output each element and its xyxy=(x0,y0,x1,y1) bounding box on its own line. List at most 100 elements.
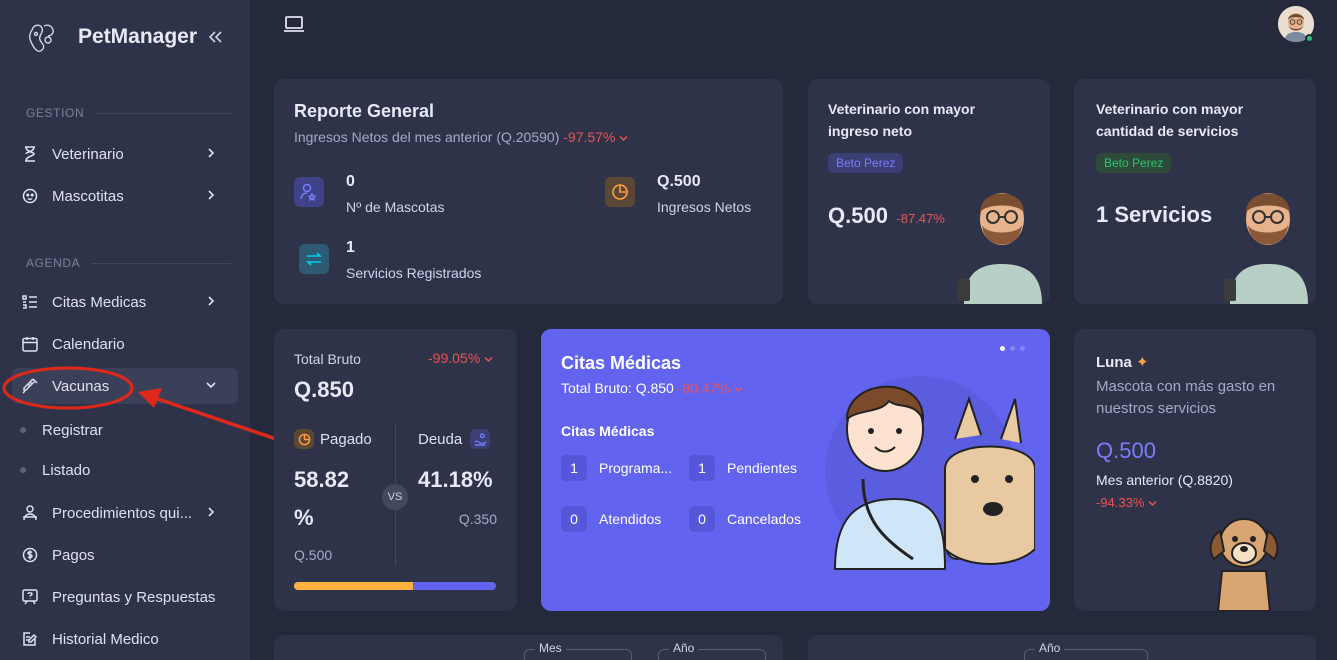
total-bruto-value: Q.850 xyxy=(294,377,354,402)
sidebar-item-procedimientos[interactable]: Procedimientos qui... xyxy=(12,495,238,531)
pets-stat-icon xyxy=(294,177,324,207)
mascota-top-card: Luna ✦ Mascota con más gasto en nuestros… xyxy=(1074,329,1316,611)
bullet-icon xyxy=(20,467,26,473)
citas-total-row: Total Bruto: Q.850 -90.47% xyxy=(561,380,743,396)
mes-select[interactable]: Mes xyxy=(524,641,632,660)
sidebar-subitem-label: Registrar xyxy=(42,421,103,439)
anio-select-left[interactable]: Año xyxy=(658,641,766,660)
citas-row-1: 1 Programa... 1 Pendientes xyxy=(561,455,797,481)
sidebar-item-label: Pagos xyxy=(52,546,95,564)
total-bruto-change-row: -99.05% xyxy=(428,350,493,366)
sidebar-item-vacunas[interactable]: Vacunas xyxy=(12,368,238,404)
collapse-sidebar-button[interactable] xyxy=(207,28,223,49)
reporte-general-card: Reporte General Ingresos Netos del mes a… xyxy=(274,79,783,304)
citas-total-label: Total Bruto: Q.850 xyxy=(561,380,674,396)
servicios-label: Servicios Registrados xyxy=(346,265,482,281)
vet-ingreso-value: Q.500 xyxy=(828,203,888,228)
reporte-subtitle: Ingresos Netos del mes anterior (Q.20590… xyxy=(294,129,560,145)
mascota-desc-2: nuestros servicios xyxy=(1096,400,1217,417)
coin-icon xyxy=(22,547,38,563)
chevron-down-icon xyxy=(1148,500,1157,507)
sidebar-item-veterinario[interactable]: Veterinario xyxy=(12,136,238,172)
arrows-swap-icon xyxy=(306,252,322,266)
payment-progress-bar xyxy=(294,582,496,590)
question-box-icon xyxy=(22,589,38,605)
sidebar-item-label: Historial Medico xyxy=(52,630,159,648)
sidebar-item-label: Procedimientos qui... xyxy=(52,504,193,522)
vet-servicios-value: 1 Servicios xyxy=(1096,202,1213,227)
deuda-amount: Q.350 xyxy=(458,511,497,527)
pagado-percent: 58.82 xyxy=(294,467,350,492)
programadas-label: Programa... xyxy=(599,460,673,476)
sidebar-item-calendario[interactable]: Calendario xyxy=(12,326,238,362)
chevron-right-icon xyxy=(208,190,215,200)
chevron-down-icon xyxy=(484,356,493,363)
vet-servicios-title-1: Veterinario con mayor xyxy=(1096,101,1244,117)
deuda-header: Deuda xyxy=(418,429,491,449)
total-bruto-card: Total Bruto -99.05% Q.850 Pagado 58.82 %… xyxy=(274,329,517,611)
deuda-percent: 41.18% xyxy=(418,467,493,492)
monitor-icon[interactable] xyxy=(284,16,304,32)
calendar-icon xyxy=(22,337,38,352)
vet-servicios-title-2: cantidad de servicios xyxy=(1096,123,1239,139)
list-numbers-icon xyxy=(22,295,37,309)
dog-illustration xyxy=(1209,518,1279,611)
chevron-down-icon xyxy=(619,135,628,142)
ingresos-value: Q.500 xyxy=(657,173,701,190)
reporte-title: Reporte General xyxy=(294,101,435,121)
sidebar-item-historial[interactable]: Historial Medico xyxy=(12,621,238,657)
mascota-desc-1: Mascota con más gasto en xyxy=(1096,378,1276,395)
carousel-dot[interactable] xyxy=(1020,346,1025,351)
sidebar-item-pagos[interactable]: Pagos xyxy=(12,537,238,573)
mascota-value: Q.500 xyxy=(1096,438,1156,463)
surgery-icon xyxy=(23,505,37,521)
user-avatar[interactable] xyxy=(1278,6,1314,42)
sidebar-subitem-registrar[interactable]: Registrar xyxy=(20,413,240,447)
party-popper-icon: ✦ xyxy=(1136,354,1149,371)
atendidos-count: 0 xyxy=(561,506,587,532)
pet-face-icon xyxy=(22,188,38,204)
sidebar-item-label: Vacunas xyxy=(52,377,110,395)
bottom-card-left: Mes Año xyxy=(274,635,783,660)
mascota-change-row: -94.33% xyxy=(1096,495,1157,510)
chevron-down-icon xyxy=(734,386,743,393)
citas-title: Citas Médicas xyxy=(561,353,682,373)
payment-progress-fill xyxy=(294,582,413,590)
brand[interactable]: PetManager xyxy=(24,20,197,54)
anio-select-label: Año xyxy=(669,641,699,655)
servicios-stat-icon xyxy=(299,244,329,274)
sidebar-item-citas-medicas[interactable]: Citas Medicas xyxy=(12,284,238,320)
bottom-card-right: Año xyxy=(808,635,1316,660)
sidebar-item-label: Mascotitas xyxy=(52,187,124,205)
sidebar-subitem-listado[interactable]: Listado xyxy=(20,453,240,487)
carousel-dot-active[interactable] xyxy=(1000,346,1005,351)
atendidos-label: Atendidos xyxy=(599,511,662,527)
hourglass-icon xyxy=(25,146,35,162)
sidebar-item-label: Calendario xyxy=(52,335,125,353)
syringe-icon xyxy=(22,378,38,394)
double-chevron-left-icon xyxy=(208,31,222,43)
pendientes-count: 1 xyxy=(689,455,715,481)
anio-select-right[interactable]: Año xyxy=(1024,641,1148,660)
app-name: PetManager xyxy=(78,25,198,48)
sidebar-item-preguntas[interactable]: Preguntas y Respuestas xyxy=(12,579,238,615)
mascotas-value: 0 xyxy=(346,173,355,190)
sidebar-item-mascotitas[interactable]: Mascotitas xyxy=(12,178,238,214)
carousel-indicators[interactable] xyxy=(1000,346,1025,351)
pendientes-label: Pendientes xyxy=(727,460,798,476)
carousel-dot[interactable] xyxy=(1010,346,1015,351)
vet-ingreso-value-row: Q.500 -87.47% xyxy=(828,203,945,229)
total-bruto-change: -99.05% xyxy=(428,350,481,366)
mascota-name-row: Luna ✦ xyxy=(1096,353,1149,371)
vet-ingreso-title-2: ingreso neto xyxy=(828,123,913,139)
veterinarian-illustration xyxy=(1224,193,1308,304)
edit-document-icon xyxy=(23,632,38,646)
mes-select-label: Mes xyxy=(535,641,566,655)
section-title-agenda: AGENDA xyxy=(26,256,231,270)
online-status-icon xyxy=(1305,34,1314,43)
vet-with-dog-illustration xyxy=(825,376,1035,570)
vet-servicios-card: Veterinario con mayor cantidad de servic… xyxy=(1074,79,1316,304)
vet-ingreso-badge: Beto Perez xyxy=(828,153,904,173)
citas-change: -90.47% xyxy=(677,380,730,396)
deuda-label: Deuda xyxy=(418,430,463,448)
